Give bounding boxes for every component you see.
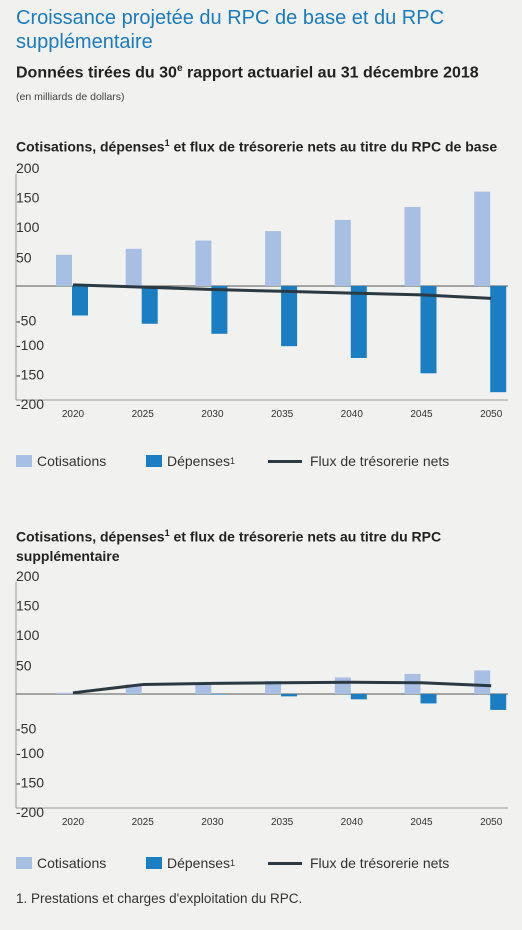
legend-2-expenses-sup: 1 — [230, 858, 236, 868]
x-tick-label: 2040 — [341, 817, 364, 828]
legend-2-contributions: Cotisations — [16, 855, 106, 871]
x-tick-label: 2035 — [271, 409, 294, 420]
bar-contributions — [404, 206, 421, 286]
chart-1-title: Cotisations, dépenses1 et flux de trésor… — [16, 134, 516, 157]
bar-contributions — [125, 684, 142, 694]
chart-1-title-part2: et flux de trésorerie nets au titre du R… — [169, 138, 498, 155]
legend-2-net-line — [268, 861, 302, 865]
legend-expenses-sup: 1 — [230, 456, 236, 466]
y-tick-label: 100 — [16, 627, 40, 643]
chart-1-legend: Cotisations Dépenses 1 Flux de trésorerie… — [16, 453, 516, 473]
legend-2-net: Flux de trésorerie nets — [268, 855, 449, 871]
x-tick-label: 2020 — [62, 817, 85, 828]
bar-contributions — [195, 682, 212, 694]
bar-contributions — [56, 692, 72, 694]
legend-2-expenses-swatch — [146, 857, 162, 869]
y-tick-label: -150 — [16, 775, 44, 791]
legend-expenses-label: Dépenses — [167, 453, 231, 469]
bar-expenses — [72, 286, 88, 316]
bar-contributions — [334, 677, 351, 694]
bar-contributions — [195, 240, 212, 286]
x-tick-label: 2035 — [271, 817, 294, 828]
bar-contributions — [474, 670, 491, 694]
y-tick-label: -200 — [16, 804, 44, 820]
legend-2-net-label: Flux de trésorerie nets — [310, 855, 450, 871]
subtitle-superscript: e — [176, 63, 183, 74]
bar-contributions — [474, 191, 491, 286]
legend-2-contributions-label: Cotisations — [37, 855, 107, 871]
x-tick-label: 2050 — [480, 409, 503, 420]
chart-2-title-part2: et flux de trésorerie nets au titre du R… — [16, 528, 442, 564]
y-tick-label: -100 — [16, 745, 44, 761]
chart-2-title-part1: Cotisations, dépenses — [16, 528, 165, 545]
chart-2-legend: Cotisations Dépenses 1 Flux de trésorerie… — [16, 855, 516, 875]
subtitle-prefix: Données tirées du 30 — [16, 64, 177, 82]
legend-2-contributions-swatch — [16, 857, 32, 869]
legend-contributions: Cotisations — [16, 453, 106, 469]
page-subtitle: Données tirées du 30e rapport actuariel … — [16, 63, 516, 82]
chart-1-title-part1: Cotisations, dépenses — [16, 138, 165, 155]
x-tick-label: 2020 — [62, 409, 85, 420]
legend-2-expenses: Dépenses 1 — [146, 855, 235, 871]
legend-expenses-swatch — [146, 455, 162, 467]
x-tick-label: 2025 — [132, 817, 155, 828]
bar-contributions — [56, 254, 72, 286]
x-tick-label: 2045 — [410, 817, 433, 828]
bar-expenses — [490, 286, 507, 393]
bar-contributions — [334, 219, 351, 286]
chart-1-title-sup: 1 — [164, 138, 170, 148]
y-tick-label: 100 — [16, 219, 40, 235]
bar-expenses — [350, 694, 367, 700]
y-tick-label: -100 — [16, 337, 44, 353]
y-tick-label: -150 — [16, 367, 44, 383]
x-tick-label: 2030 — [201, 817, 224, 828]
x-tick-label: 2040 — [341, 409, 364, 420]
bar-expenses — [420, 694, 437, 704]
y-tick-label: 200 — [16, 570, 40, 584]
legend-expenses: Dépenses 1 — [146, 453, 235, 469]
chart-2-title: Cotisations, dépenses1 et flux de trésor… — [16, 524, 476, 566]
x-tick-label: 2030 — [201, 409, 224, 420]
bar-expenses — [281, 286, 298, 347]
bar-expenses — [141, 286, 158, 324]
y-tick-label: 150 — [16, 190, 40, 206]
x-tick-label: 2050 — [480, 817, 503, 828]
y-tick-label: 50 — [16, 658, 32, 674]
unit-note: (en milliards de dollars) — [16, 91, 125, 103]
bar-expenses — [350, 286, 367, 358]
chart-2-title-sup: 1 — [164, 528, 170, 538]
page-title: Croissance projetée du RPC de base et du… — [16, 7, 445, 53]
y-tick-label: -50 — [16, 721, 36, 737]
bar-expenses — [281, 694, 298, 697]
legend-net-label: Flux de trésorerie nets — [310, 453, 450, 469]
y-tick-label: 200 — [16, 162, 40, 176]
footnote: 1. Prestations et charges d'exploitation… — [16, 891, 303, 906]
legend-net: Flux de trésorerie nets — [268, 453, 449, 469]
bar-expenses — [420, 286, 437, 374]
y-tick-label: -200 — [16, 396, 44, 412]
x-tick-label: 2045 — [410, 409, 433, 420]
legend-contributions-label: Cotisations — [37, 453, 107, 469]
chart-2: 200 150 100 50 -50 -100 -150 -200 2020 2025 2030 20… — [15, 570, 508, 828]
bar-contributions — [265, 231, 282, 286]
net-line — [72, 283, 492, 300]
y-tick-label: -50 — [16, 313, 36, 329]
bar-expenses — [490, 694, 507, 710]
net-line — [72, 680, 492, 695]
legend-contributions-swatch — [16, 455, 32, 467]
bar-expenses — [211, 286, 228, 334]
legend-net-line — [268, 459, 302, 463]
subtitle-suffix: rapport actuariel au 31 décembre 2018 — [182, 64, 479, 82]
legend-2-expenses-label: Dépenses — [167, 855, 231, 871]
bar-contributions — [125, 248, 142, 286]
x-tick-label: 2025 — [132, 409, 155, 420]
y-tick-label: 50 — [16, 250, 32, 266]
chart-1: 200 150 100 50 -50 -100 -150 -200 2020 2025 2030 20… — [15, 162, 508, 420]
y-tick-label: 150 — [16, 598, 40, 614]
bar-expenses — [211, 694, 228, 695]
